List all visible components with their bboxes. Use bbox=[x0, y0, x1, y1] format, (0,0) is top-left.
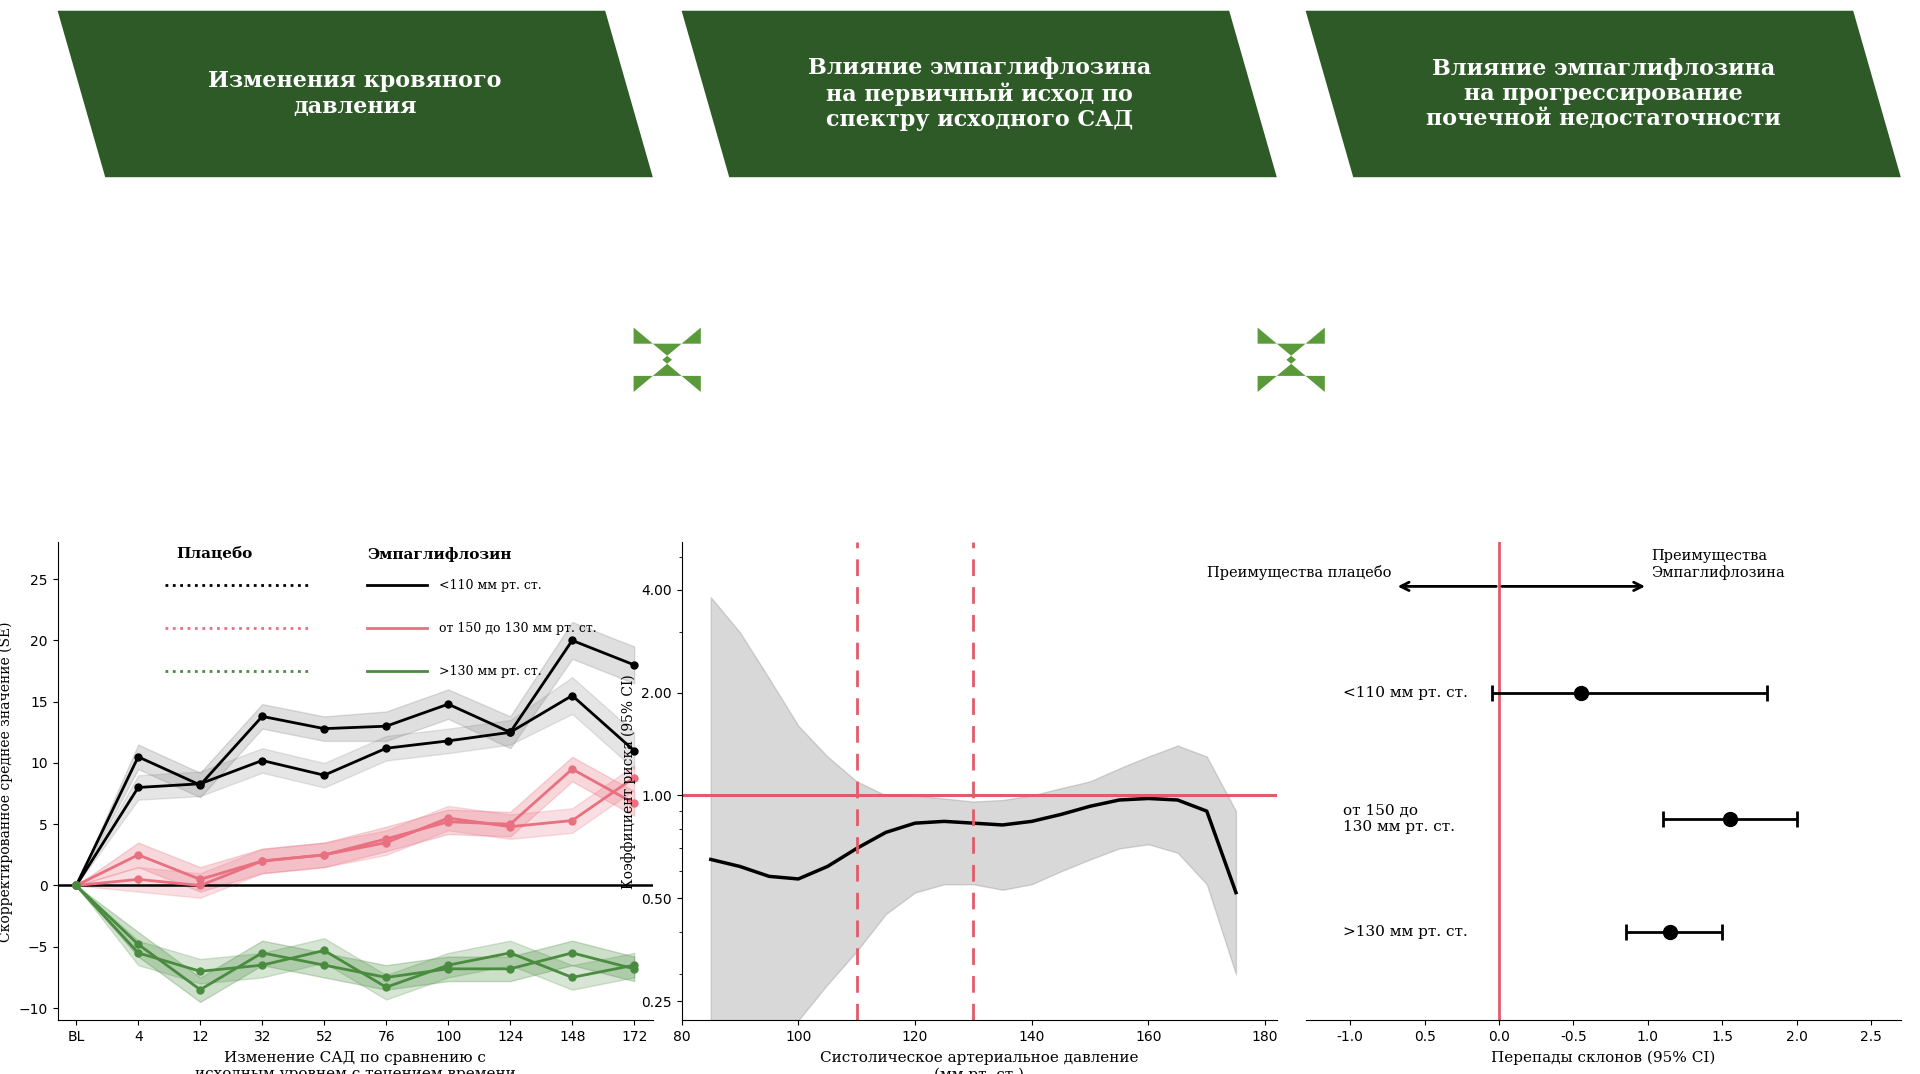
Polygon shape bbox=[1258, 328, 1325, 392]
Text: >130 мм рт. ст.: >130 мм рт. ст. bbox=[1342, 926, 1467, 940]
Text: <110 мм рт. ст.: <110 мм рт. ст. bbox=[1342, 686, 1467, 700]
Polygon shape bbox=[634, 328, 701, 392]
Text: Преимущества
Эмпаглифлозина: Преимущества Эмпаглифлозина bbox=[1651, 549, 1784, 580]
Polygon shape bbox=[58, 11, 653, 177]
Text: >130 мм рт. ст.: >130 мм рт. ст. bbox=[438, 665, 541, 678]
Y-axis label: Коэффициент риска (95% CI): Коэффициент риска (95% CI) bbox=[620, 674, 636, 888]
X-axis label: Систолическое артериальное давление
(мм рт. ст.): Систолическое артериальное давление (мм … bbox=[820, 1051, 1139, 1074]
Text: Эмпаглифлозин: Эмпаглифлозин bbox=[367, 547, 511, 562]
Text: Влияние эмпаглифлозина
на первичный исход по
спектру исходного САД: Влияние эмпаглифлозина на первичный исхо… bbox=[808, 57, 1150, 131]
Text: Изменения кровяного
давления: Изменения кровяного давления bbox=[209, 70, 501, 118]
Text: от 150 до 130 мм рт. ст.: от 150 до 130 мм рт. ст. bbox=[438, 622, 595, 635]
Text: Плацебо: Плацебо bbox=[177, 547, 253, 561]
Y-axis label: Скорректированное среднее значение (SE): Скорректированное среднее значение (SE) bbox=[0, 621, 13, 942]
X-axis label: Перепады склонов (95% CI): Перепады склонов (95% CI) bbox=[1492, 1051, 1715, 1065]
Polygon shape bbox=[682, 11, 1277, 177]
Text: от 150 до
130 мм рт. ст.: от 150 до 130 мм рт. ст. bbox=[1342, 804, 1455, 834]
Polygon shape bbox=[1306, 11, 1901, 177]
Text: Влияние эмпаглифлозина
на прогрессирование
почечной недостаточности: Влияние эмпаглифлозина на прогрессирован… bbox=[1427, 58, 1780, 130]
Text: <110 мм рт. ст.: <110 мм рт. ст. bbox=[438, 579, 541, 592]
Text: Преимущества плацебо: Преимущества плацебо bbox=[1208, 565, 1392, 580]
X-axis label: Изменение САД по сравнению с
исходным уровнем с течением времени: Изменение САД по сравнению с исходным ур… bbox=[194, 1051, 516, 1074]
